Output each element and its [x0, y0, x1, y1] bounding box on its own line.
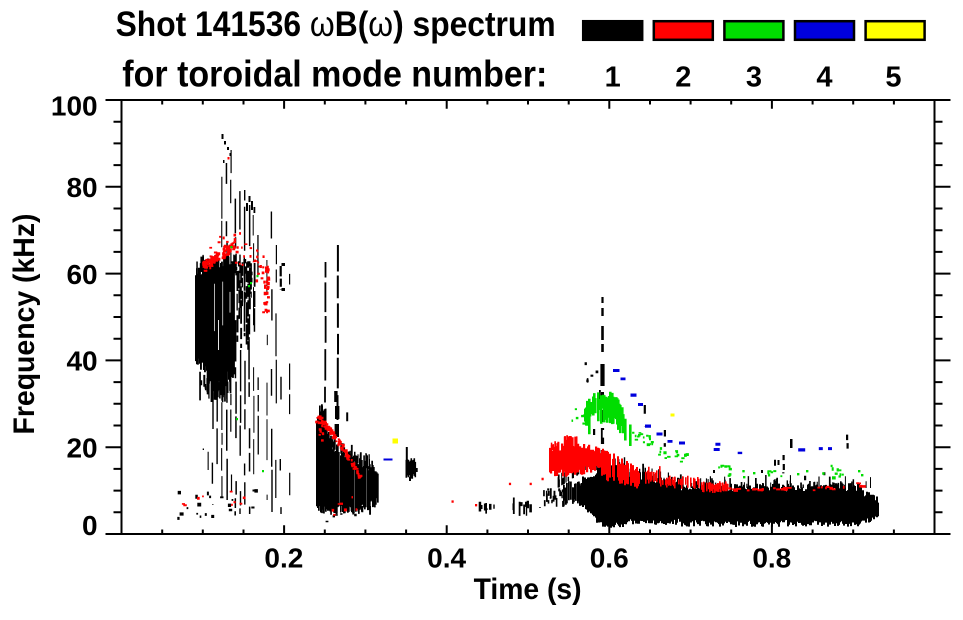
svg-text:40: 40 — [66, 346, 97, 377]
svg-text:0.4: 0.4 — [427, 543, 466, 574]
svg-text:60: 60 — [66, 259, 97, 290]
svg-text:0.2: 0.2 — [264, 543, 303, 574]
svg-text:3: 3 — [746, 61, 762, 93]
svg-text:2: 2 — [675, 61, 691, 93]
svg-text:Frequency (kHz): Frequency (kHz) — [8, 214, 41, 435]
svg-text:Shot 141536 ωB(ω) spectrum: Shot 141536 ωB(ω) spectrum — [116, 4, 556, 44]
svg-text:5: 5 — [885, 61, 901, 93]
svg-text:0.8: 0.8 — [752, 543, 791, 574]
svg-text:0: 0 — [82, 510, 98, 541]
svg-text:80: 80 — [66, 172, 97, 203]
svg-text:for toroidal mode number:: for toroidal mode number: — [122, 53, 547, 95]
svg-text:100: 100 — [51, 90, 98, 121]
svg-text:4: 4 — [816, 61, 832, 93]
svg-text:20: 20 — [66, 432, 97, 463]
svg-text:1: 1 — [605, 61, 621, 93]
svg-text:0.6: 0.6 — [590, 543, 629, 574]
svg-text:Time (s): Time (s) — [474, 573, 582, 606]
